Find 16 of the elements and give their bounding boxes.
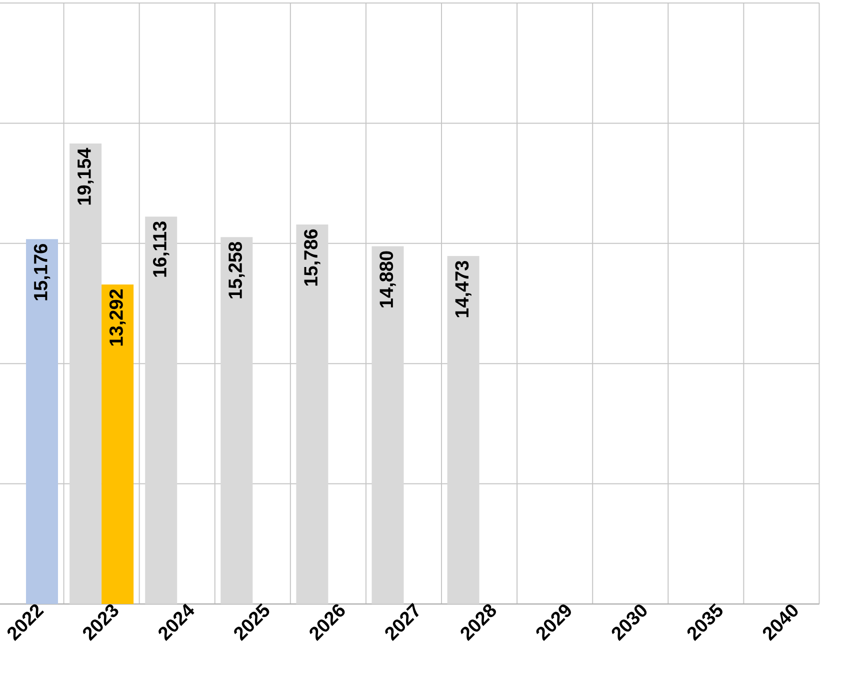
data-label: 15,176 [34,244,50,300]
bar [296,224,328,604]
bar [220,237,253,604]
data-label: 19,154 [77,148,94,205]
data-label: 15,786 [304,229,320,286]
bar [26,239,58,604]
bar [372,246,404,604]
data-label: 14,880 [380,251,396,308]
bar [70,144,102,604]
data-label: 14,473 [455,260,472,318]
data-label: 16,113 [152,222,170,277]
bar [102,284,134,604]
data-label: 15,258 [228,242,245,298]
data-label: 13,292 [109,289,126,346]
bar [447,256,480,604]
bar [145,216,178,604]
